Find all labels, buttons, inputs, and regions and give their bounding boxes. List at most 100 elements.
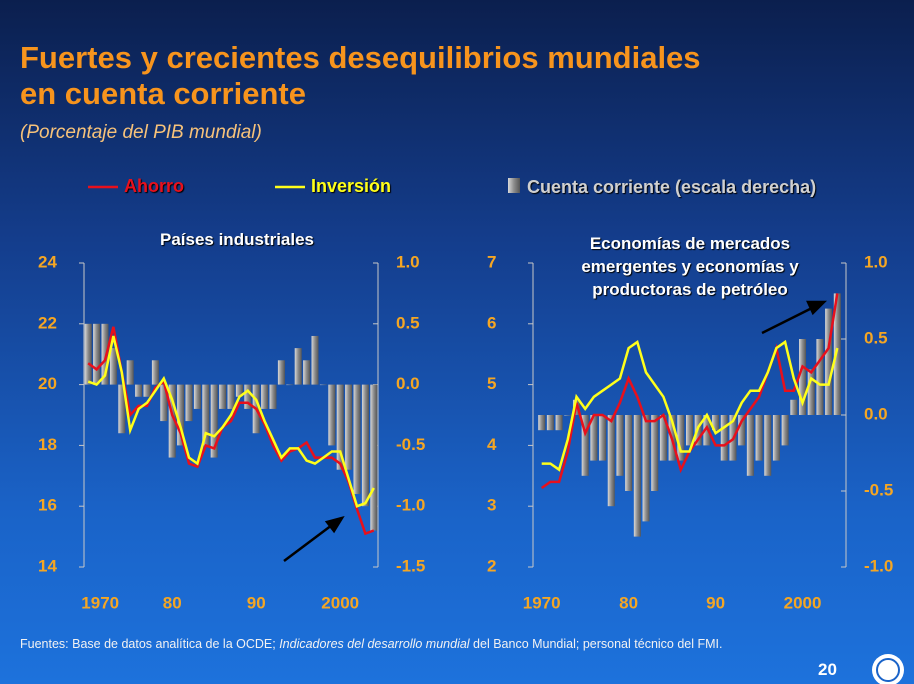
x-tick-label: 2000	[321, 593, 359, 612]
bar	[118, 384, 126, 434]
y2-tick-label: 0.0	[396, 374, 420, 393]
bar	[799, 339, 807, 415]
bar	[564, 415, 572, 416]
source: Fuentes: Base de datos analítica de la O…	[20, 636, 840, 653]
source-text: Fuentes: Base de datos analítica de la O…	[20, 637, 280, 651]
x-tick-label: 2000	[784, 593, 822, 612]
bar	[361, 384, 369, 507]
page-number: 20	[818, 660, 837, 679]
bar	[345, 384, 353, 470]
x-tick-label: 1970	[81, 593, 119, 612]
y-tick-label: 22	[38, 313, 57, 332]
bar	[764, 415, 772, 476]
line	[87, 335, 375, 508]
bar	[590, 415, 598, 461]
bar	[825, 308, 833, 415]
bar	[686, 415, 693, 446]
bar	[607, 415, 615, 507]
bar	[625, 415, 633, 491]
title-line: Fuertes y crecientes desequilibrios mund…	[20, 40, 701, 75]
bar	[143, 384, 151, 397]
y-tick-label: 2	[487, 556, 496, 575]
bar	[319, 384, 327, 386]
bar	[336, 384, 344, 470]
bar	[286, 384, 294, 386]
bar	[193, 384, 201, 409]
bar	[712, 415, 720, 431]
bar	[101, 323, 109, 385]
title: Fuertes y crecientes desequilibrios mund…	[20, 40, 701, 112]
bar	[353, 384, 361, 495]
legend-label: Ahorro	[124, 176, 184, 196]
bar	[833, 293, 841, 415]
bar	[219, 384, 227, 409]
y-tick-label: 16	[38, 496, 57, 515]
y2-tick-label: -1.0	[396, 496, 425, 515]
subtitle: (Porcentaje del PIB mundial)	[20, 122, 262, 143]
x-tick-label: 90	[247, 593, 266, 612]
y-tick-label: 14	[38, 556, 57, 575]
y-tick-label: 18	[38, 435, 57, 454]
bar	[126, 360, 134, 385]
bar	[311, 335, 319, 385]
y-tick-label: 7	[487, 252, 496, 271]
bar	[294, 348, 302, 385]
chart-title: Economías de mercados emergentes y econo…	[581, 234, 799, 299]
bar	[109, 348, 117, 385]
y2-tick-label: -0.5	[396, 435, 425, 454]
x-tick-label: 80	[163, 593, 182, 612]
bar	[160, 384, 168, 422]
y2-tick-label: 1.0	[396, 252, 420, 271]
legend-label: Inversión	[311, 176, 392, 196]
bar	[185, 384, 193, 422]
bar	[703, 415, 711, 446]
source-text: del Banco Mundial; personal técnico del …	[469, 637, 723, 651]
bar	[790, 399, 798, 415]
bar	[581, 415, 589, 476]
line	[541, 339, 839, 472]
y2-tick-label: 0.5	[396, 313, 420, 332]
y-tick-label: 3	[487, 496, 496, 515]
y-tick-label: 6	[487, 313, 496, 332]
arrows	[283, 300, 828, 562]
bar	[746, 415, 754, 476]
bar	[546, 415, 554, 431]
bar	[642, 415, 650, 522]
y2-tick-label: 0.5	[864, 328, 888, 347]
y2-tick-label: -0.5	[864, 480, 893, 499]
y-tick-label: 5	[487, 374, 496, 393]
line	[87, 326, 375, 536]
bar	[235, 384, 243, 397]
bar	[210, 384, 218, 458]
title-line: en cuenta corriente	[20, 76, 306, 111]
bar	[781, 415, 789, 446]
x-tick-label: 90	[706, 593, 725, 612]
x-tick-label: 1970	[523, 593, 561, 612]
bar	[177, 384, 185, 446]
bar	[269, 384, 277, 409]
bar	[135, 384, 143, 397]
bar	[277, 360, 285, 385]
bar	[633, 415, 641, 537]
bar	[616, 415, 624, 476]
bar	[772, 415, 780, 461]
bar	[677, 415, 685, 461]
bar	[651, 415, 659, 491]
bar	[168, 384, 176, 458]
y-tick-label: 4	[487, 435, 497, 454]
bar	[659, 415, 667, 461]
y2-tick-label: -1.5	[396, 556, 425, 575]
bar	[151, 360, 159, 385]
source-text: Indicadores del desarrollo mundial	[279, 637, 470, 651]
bar	[84, 323, 92, 385]
bar	[244, 384, 252, 409]
bar	[93, 323, 101, 385]
y2-tick-label: 1.0	[864, 252, 888, 271]
bar	[755, 415, 763, 461]
legend-swatch	[508, 178, 520, 193]
chart-title: Países industriales	[159, 230, 315, 249]
bar	[202, 384, 210, 446]
bar	[738, 415, 746, 446]
bar	[303, 360, 311, 385]
